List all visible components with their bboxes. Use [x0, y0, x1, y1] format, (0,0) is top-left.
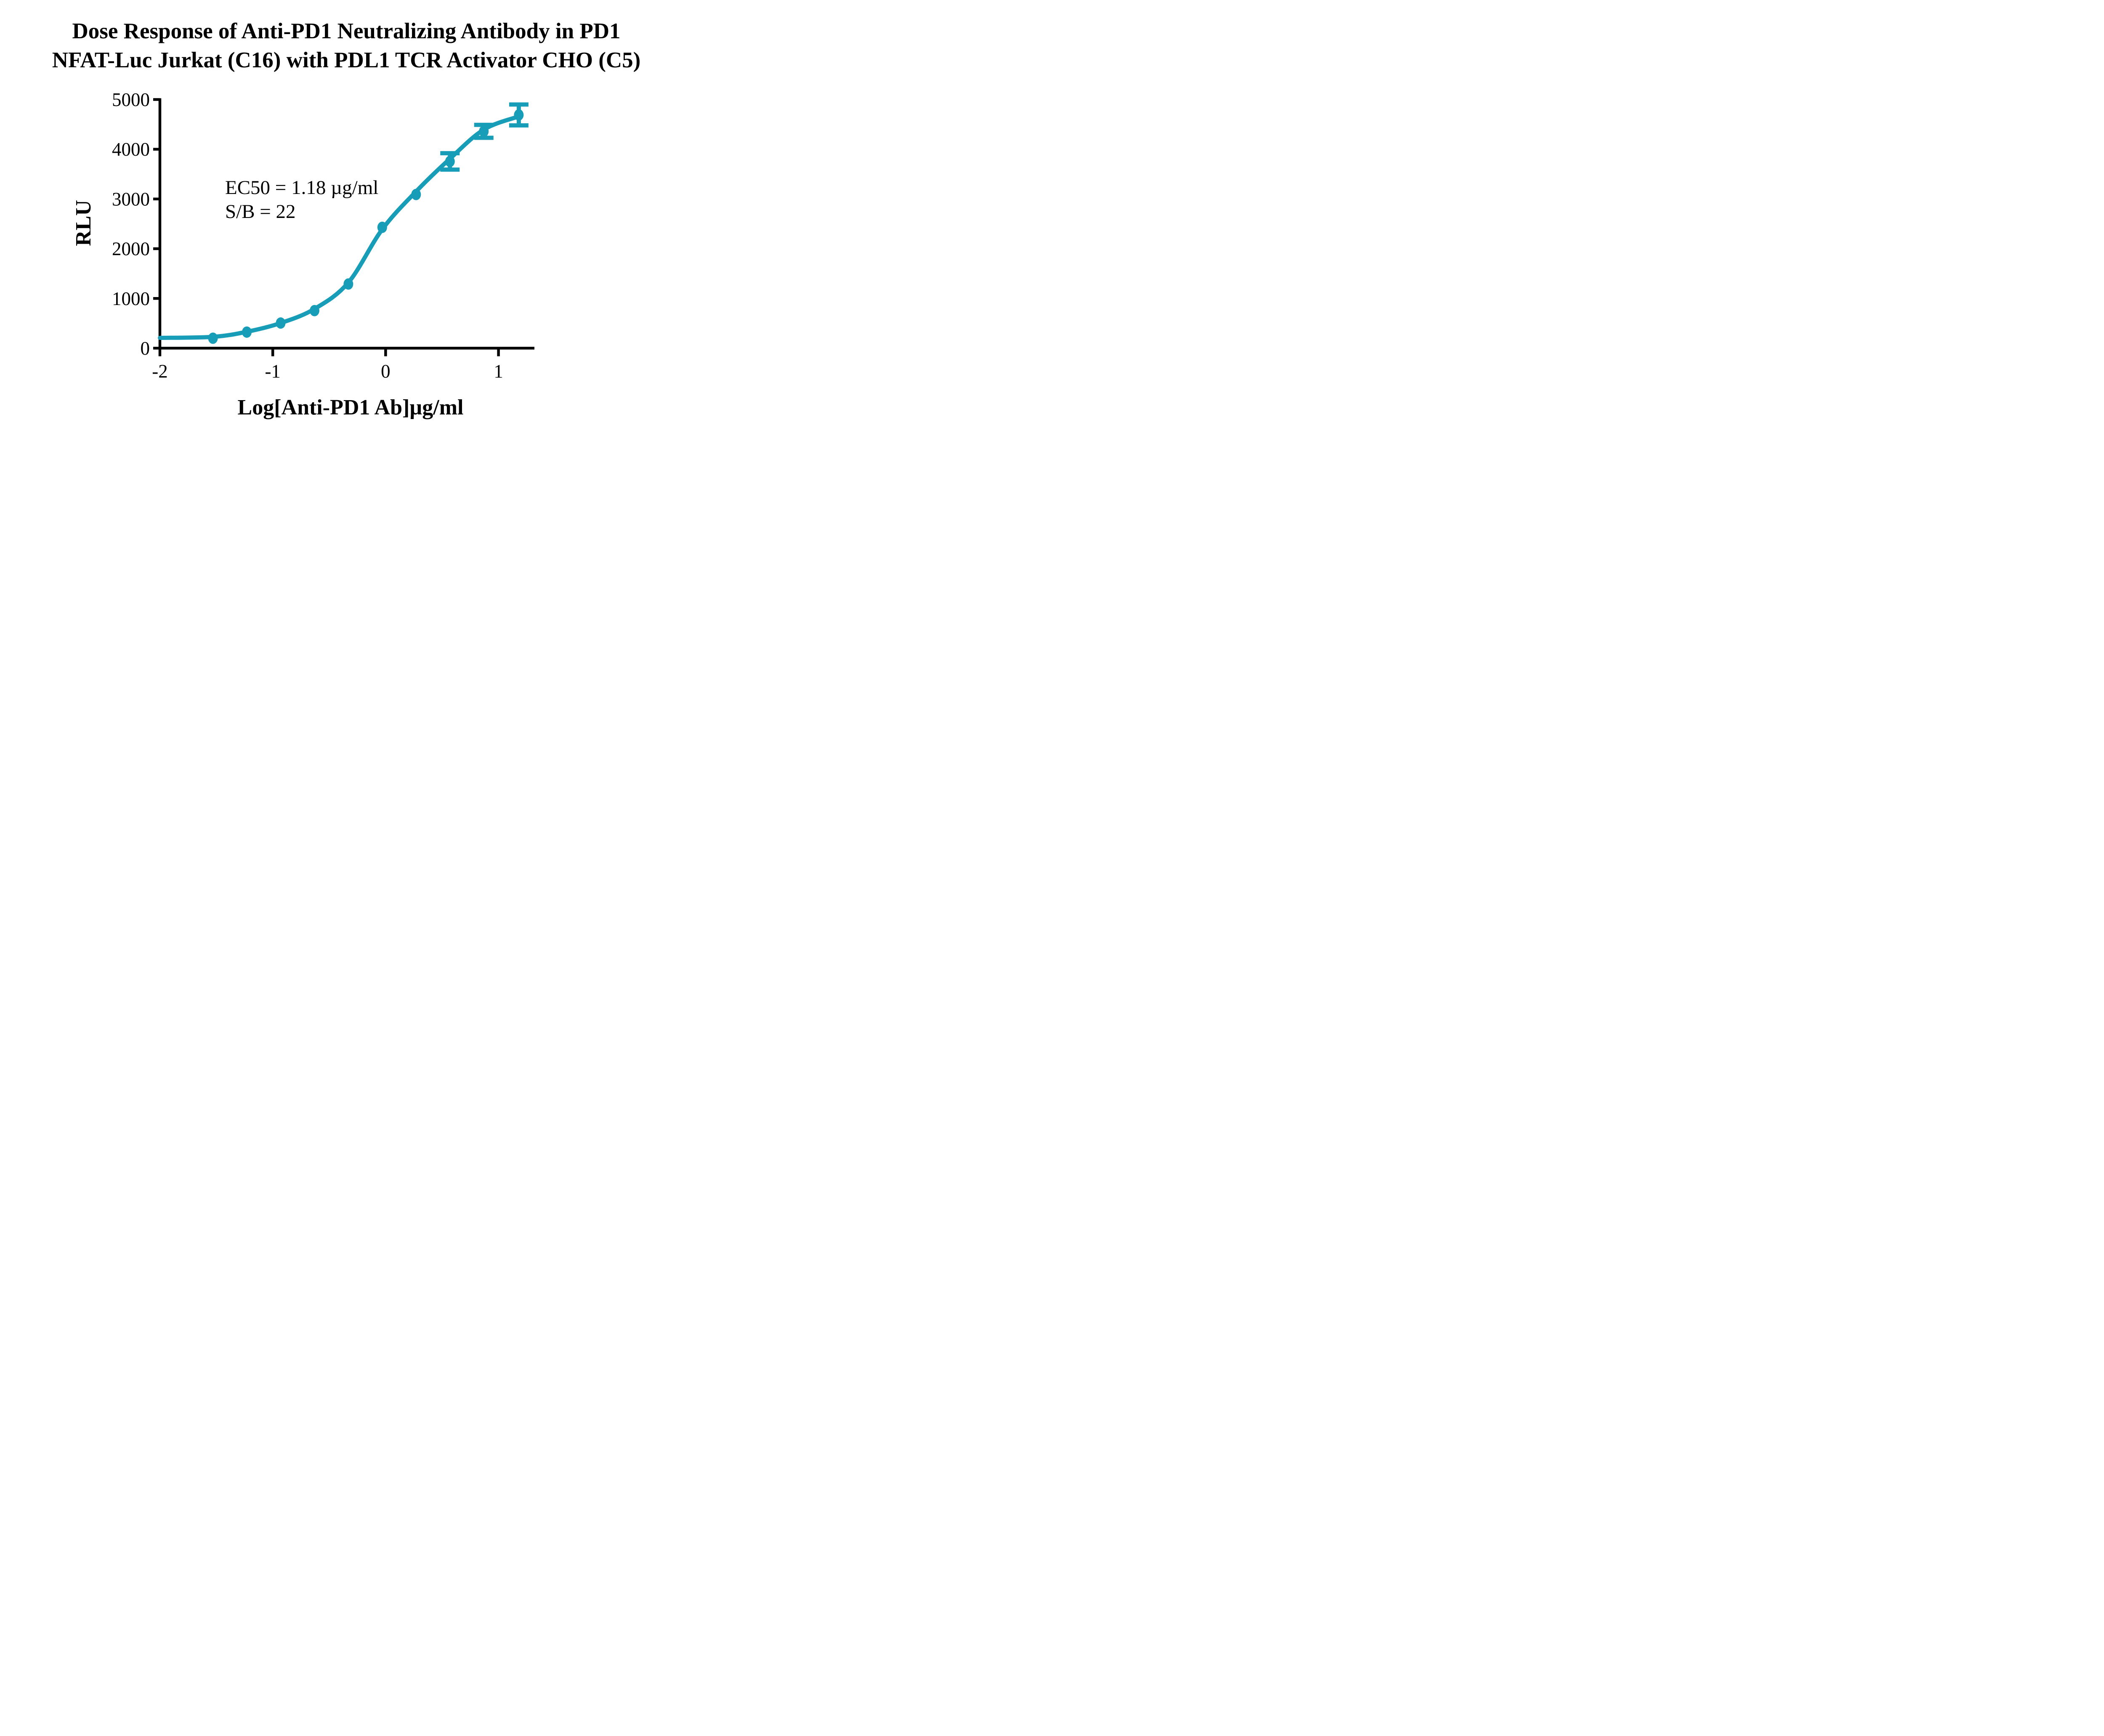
y-tick-label: 2000	[112, 239, 150, 260]
x-tick-label: 0	[381, 361, 391, 382]
dose-response-figure: Dose Response of Anti-PD1 Neutralizing A…	[0, 0, 693, 434]
fit-curve	[158, 114, 521, 340]
data-point	[479, 125, 489, 137]
y-tick-label: 4000	[112, 139, 150, 160]
chart-canvas: Dose Response of Anti-PD1 Neutralizing A…	[52, 19, 641, 419]
data-series	[158, 102, 529, 344]
data-point	[445, 156, 455, 167]
data-point	[242, 326, 252, 338]
x-tick-label: 1	[494, 361, 503, 382]
chart-title-line-2: NFAT-Luc Jurkat (C16) with PDL1 TCR Acti…	[52, 48, 641, 72]
x-axis-label: Log[Anti-PD1 Ab]µg/ml	[238, 396, 464, 419]
x-tick-label: -2	[152, 361, 168, 382]
data-point	[343, 278, 353, 290]
chart-title-line-1: Dose Response of Anti-PD1 Neutralizing A…	[72, 19, 621, 43]
y-axis-label: RLU	[72, 200, 96, 246]
y-tick-label: 0	[141, 338, 150, 359]
data-point	[411, 188, 421, 200]
y-tick-label: 5000	[112, 89, 150, 110]
data-point	[514, 109, 524, 121]
y-tick-label: 1000	[112, 288, 150, 309]
data-point	[377, 221, 387, 233]
y-tick-label: 3000	[112, 188, 150, 210]
ec50-annotation: EC50 = 1.18 µg/ml	[225, 177, 378, 199]
signal-background-annotation: S/B = 22	[225, 201, 296, 223]
data-point	[309, 305, 319, 316]
x-tick-label: -1	[265, 361, 281, 382]
data-point	[276, 317, 286, 329]
data-point	[208, 332, 218, 344]
axes: 0 1000 2000 3000 4000 5000 -2 -1 0 1	[112, 89, 534, 382]
